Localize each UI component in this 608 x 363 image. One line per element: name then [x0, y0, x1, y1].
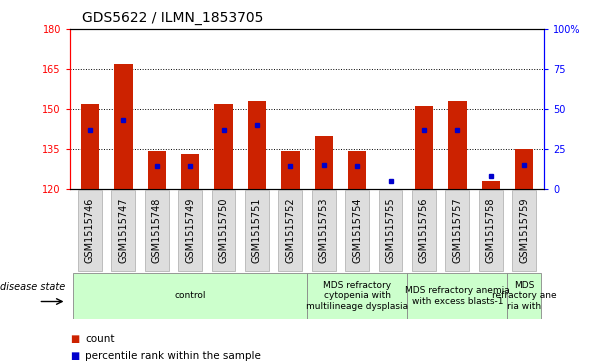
Bar [314, 135, 333, 189]
Bar [215, 103, 233, 189]
Text: MDS refractory
cytopenia with
multilineage dysplasia: MDS refractory cytopenia with multilinea… [306, 281, 408, 311]
Text: control: control [174, 291, 206, 300]
Bar [482, 181, 500, 189]
Text: GSM1515754: GSM1515754 [352, 198, 362, 263]
Text: GSM1515755: GSM1515755 [385, 198, 396, 263]
Text: GSM1515756: GSM1515756 [419, 198, 429, 263]
Text: percentile rank within the sample: percentile rank within the sample [85, 351, 261, 361]
Bar [111, 191, 135, 270]
Bar [78, 191, 102, 270]
Bar [508, 273, 541, 319]
Text: GSM1515746: GSM1515746 [85, 198, 95, 263]
Bar [114, 64, 133, 189]
Text: ■: ■ [70, 334, 79, 344]
Bar [446, 191, 469, 270]
Text: count: count [85, 334, 115, 344]
Bar [278, 191, 302, 270]
Bar [281, 151, 300, 189]
Text: GSM1515749: GSM1515749 [185, 198, 195, 263]
Text: GSM1515753: GSM1515753 [319, 198, 329, 263]
Bar [73, 273, 307, 319]
Text: GSM1515751: GSM1515751 [252, 198, 262, 263]
Bar [513, 191, 536, 270]
Text: GSM1515750: GSM1515750 [218, 198, 229, 263]
Bar [181, 154, 199, 189]
Bar [379, 191, 402, 270]
Bar [178, 191, 202, 270]
Bar [407, 273, 508, 319]
Text: GSM1515752: GSM1515752 [285, 198, 295, 263]
Bar [245, 191, 269, 270]
Text: GSM1515758: GSM1515758 [486, 198, 496, 263]
Text: GSM1515757: GSM1515757 [452, 198, 462, 263]
Bar [248, 101, 266, 189]
Bar [412, 191, 436, 270]
Text: GSM1515748: GSM1515748 [152, 198, 162, 263]
Bar [312, 191, 336, 270]
Text: GSM1515759: GSM1515759 [519, 198, 529, 263]
Text: MDS
refractory ane
ria with: MDS refractory ane ria with [492, 281, 556, 311]
Bar [415, 106, 433, 189]
Bar [145, 191, 168, 270]
Bar [212, 191, 235, 270]
Bar [479, 191, 503, 270]
Text: GSM1515747: GSM1515747 [119, 198, 128, 263]
Bar [307, 273, 407, 319]
Bar [81, 103, 99, 189]
Bar [148, 151, 166, 189]
Text: GDS5622 / ILMN_1853705: GDS5622 / ILMN_1853705 [82, 11, 263, 25]
Text: MDS refractory anemia
with excess blasts-1: MDS refractory anemia with excess blasts… [405, 286, 510, 306]
Text: disease state: disease state [0, 282, 65, 292]
Text: ■: ■ [70, 351, 79, 361]
Bar [345, 191, 369, 270]
Bar [448, 101, 466, 189]
Bar [348, 151, 367, 189]
Bar [515, 149, 533, 189]
